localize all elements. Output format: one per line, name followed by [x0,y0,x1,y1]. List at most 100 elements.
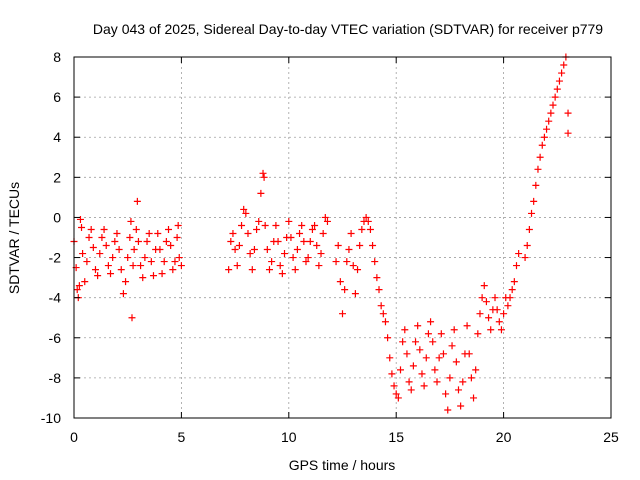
data-point [227,238,235,246]
data-point [291,266,299,274]
data-point [424,330,432,338]
data-point [506,294,514,302]
data-point [225,266,233,274]
data-point [448,342,456,350]
data-point [418,370,426,378]
data-point [373,274,381,282]
data-point [412,338,420,346]
data-point [437,330,445,338]
data-point [442,390,450,398]
data-point [113,229,121,237]
data-point [104,262,112,270]
plot-frame [73,56,612,419]
data-point [250,246,258,254]
data-point [332,258,340,266]
data-point [171,258,179,266]
data-point [405,378,413,386]
data-point [485,314,493,322]
data-point [94,272,102,280]
data-point [91,266,99,274]
data-point [545,117,553,125]
ticks [73,56,612,419]
data-point [427,318,435,326]
data-point [293,246,301,254]
data-point [272,221,280,229]
data-point [162,238,170,246]
data-point [233,262,241,270]
data-point [536,153,544,161]
data-point [474,330,482,338]
data-point [334,242,342,250]
x-tick-label: 15 [388,429,404,445]
data-point [311,221,319,229]
x-axis-title: GPS time / hours [289,457,396,473]
data-point [493,306,501,314]
data-point [384,334,392,342]
data-point [564,109,572,117]
data-point [407,386,415,394]
data-point [540,133,548,141]
data-point [133,197,141,205]
data-point [285,217,293,225]
data-point [156,246,164,254]
data-point [525,225,533,233]
x-tick-label: 0 [70,429,78,445]
data-point [246,250,254,258]
data-point [508,286,516,294]
data-point [165,225,173,233]
data-point [276,262,284,270]
data-point [278,270,286,278]
y-tick-label: -4 [49,290,62,306]
data-point [399,338,407,346]
data-point [401,326,409,334]
data-point [98,234,106,241]
data-point [343,258,351,266]
data-point [167,242,175,250]
data-point [362,213,370,221]
y-tick-label: 6 [53,89,61,105]
data-point [85,234,93,241]
data-point [261,221,269,229]
data-point [289,254,297,262]
y-tick-labels: -10 -8 -6 -4 -2 0 2 4 6 8 [41,49,61,426]
data-point [364,217,372,225]
data-point [429,338,437,346]
data-point [304,254,312,262]
data-point [126,234,134,241]
data-point [439,350,447,358]
data-point [73,286,81,294]
data-point [75,282,83,290]
data-point [371,258,379,266]
data-point [551,93,559,101]
data-point [472,366,480,374]
data-point [255,217,263,225]
data-point [81,278,89,286]
data-point [480,282,488,290]
data-point [478,294,486,302]
data-point [381,318,389,326]
data-point [175,254,183,262]
data-point [317,250,325,258]
data-point [512,262,520,270]
data-point [476,310,484,318]
data-point [231,246,239,254]
data-point [257,189,265,197]
data-point [173,234,181,241]
data-point [379,310,387,318]
data-point [229,229,237,237]
x-tick-labels: 0 5 10 15 20 25 [70,429,619,445]
data-point [409,362,417,370]
data-point [454,386,462,394]
data-point [452,358,460,366]
data-point [143,238,151,246]
data-point [416,346,424,354]
data-point [347,229,355,237]
data-point [87,225,95,233]
x-tick-label: 25 [603,429,619,445]
data-point [158,270,166,278]
data-point [356,242,364,250]
data-point [265,266,273,274]
data-point [242,209,250,217]
data-point [302,258,310,266]
